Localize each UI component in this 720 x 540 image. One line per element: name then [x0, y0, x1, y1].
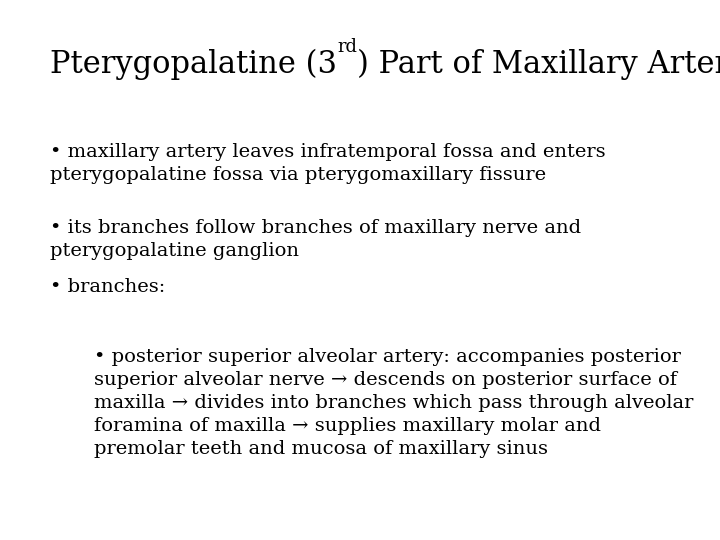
Text: • its branches follow branches of maxillary nerve and
pterygopalatine ganglion: • its branches follow branches of maxill…: [50, 219, 582, 260]
Text: • posterior superior alveolar artery: accompanies posterior
superior alveolar ne: • posterior superior alveolar artery: ac…: [94, 348, 693, 458]
Text: • branches:: • branches:: [50, 278, 166, 296]
Text: rd: rd: [338, 38, 357, 56]
Text: ) Part of Maxillary Artery: ) Part of Maxillary Artery: [357, 49, 720, 80]
Text: • maxillary artery leaves infratemporal fossa and enters
pterygopalatine fossa v: • maxillary artery leaves infratemporal …: [50, 143, 606, 184]
Text: Pterygopalatine (3: Pterygopalatine (3: [50, 49, 338, 80]
